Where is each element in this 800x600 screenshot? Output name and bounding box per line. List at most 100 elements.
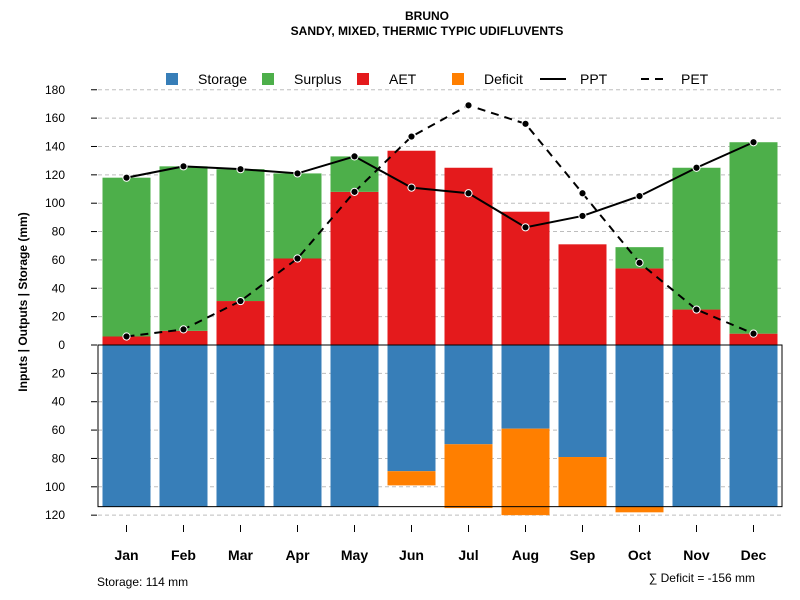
month-label: Apr [285, 547, 310, 563]
y-tick-label: 80 [52, 451, 66, 465]
month-label: Sep [570, 547, 596, 563]
ppt-point [578, 211, 587, 221]
ppt-point [236, 165, 245, 174]
deficit-note: ∑ Deficit = -156 mm [649, 571, 755, 585]
storage-bar [729, 345, 778, 507]
deficit-bar [387, 471, 436, 486]
surplus-bar [159, 166, 208, 331]
month-label: Mar [228, 547, 253, 563]
storage-bar [501, 345, 550, 429]
legend-swatch-aet [357, 73, 369, 85]
y-tick-label: 100 [45, 196, 65, 210]
aet-bar [729, 333, 778, 345]
aet-bar [330, 191, 379, 345]
storage-capacity-box [97, 344, 783, 508]
surplus-bar [102, 177, 151, 337]
y-axis-label: Inputs | Outputs | Storage (mm) [16, 212, 30, 391]
legend: Storage Surplus AET Deficit PPT PET [166, 71, 709, 87]
month-label: Oct [628, 547, 652, 563]
series-lines [122, 101, 758, 341]
y-tick-label: 80 [52, 225, 66, 239]
pet-line [126, 104, 754, 338]
month-label: Nov [683, 547, 710, 563]
gridlines [98, 89, 782, 516]
legend-label-ppt: PPT [580, 71, 608, 87]
chart-title: BRUNO [405, 9, 449, 23]
deficit-bar [501, 428, 550, 516]
storage-bar [615, 345, 664, 507]
aet-bar [159, 330, 208, 345]
storage-bar [273, 345, 322, 507]
surplus-bar [273, 173, 322, 259]
bars [97, 142, 783, 516]
y-tick-label: 20 [52, 310, 66, 324]
pet-point [407, 132, 416, 141]
storage-bar [672, 345, 721, 507]
deficit-bar [444, 444, 493, 509]
pet-point [293, 254, 302, 263]
ppt-point [122, 173, 131, 182]
ppt-point [407, 183, 416, 192]
y-tick-label: 60 [52, 423, 66, 437]
legend-label-pet: PET [681, 71, 709, 87]
aet-bar [558, 244, 607, 345]
ppt-point [293, 169, 302, 178]
storage-bar [444, 345, 493, 445]
y-tick-label: 120 [45, 508, 65, 522]
legend-label-deficit: Deficit [484, 71, 523, 87]
legend-label-aet: AET [389, 71, 417, 87]
y-tick-label: 40 [52, 395, 66, 409]
surplus-bar [615, 247, 664, 269]
pet-point [692, 305, 701, 314]
legend-label-surplus: Surplus [294, 71, 341, 87]
storage-bar [387, 345, 436, 472]
y-tick-label: 0 [58, 338, 65, 352]
month-label: Jan [114, 547, 138, 563]
ppt-point [350, 152, 359, 161]
surplus-bar [729, 142, 778, 334]
surplus-bar [330, 156, 379, 192]
aet-bar [273, 258, 322, 345]
pet-point [122, 332, 131, 341]
y-tick-label: 20 [52, 366, 66, 380]
y-tick-label: 60 [52, 253, 66, 267]
storage-bar [216, 345, 265, 507]
storage-bar [330, 345, 379, 507]
ppt-line [126, 141, 754, 229]
month-label: Dec [741, 547, 767, 563]
month-label: Aug [512, 547, 539, 563]
y-tick-label: 120 [45, 168, 65, 182]
legend-swatch-deficit [452, 73, 464, 85]
ppt-point [464, 189, 473, 198]
ppt-point [635, 192, 644, 201]
month-label: Jun [399, 547, 424, 563]
aet-bar [387, 150, 436, 345]
pet-point [464, 101, 473, 110]
legend-label-storage: Storage [198, 71, 247, 87]
aet-bar [216, 301, 265, 345]
chart-subtitle: SANDY, MIXED, THERMIC TYPIC UDIFLUVENTS [291, 24, 564, 38]
ppt-point [749, 138, 758, 147]
pet-point [179, 325, 188, 334]
aet-bar [615, 268, 664, 345]
month-label: May [341, 547, 368, 563]
month-label: Feb [171, 547, 196, 563]
axes: 180 160 140 120 100 80 60 40 20 0 20 40 60 80 100 120 Ja… [45, 83, 767, 563]
storage-bar [558, 345, 607, 458]
aet-bar [672, 309, 721, 345]
deficit-bar [615, 506, 664, 513]
deficit-bar [558, 457, 607, 507]
y-tick-label: 100 [45, 480, 65, 494]
storage-note: Storage: 114 mm [97, 575, 188, 589]
ppt-point [521, 223, 530, 232]
pet-point [635, 258, 644, 267]
surplus-bar [672, 167, 721, 310]
storage-bar [159, 345, 208, 507]
ppt-point [692, 163, 701, 172]
y-tick-label: 40 [52, 281, 66, 295]
pet-point [521, 119, 530, 128]
surplus-bar [216, 169, 265, 302]
aet-bar [102, 336, 151, 345]
pet-point [236, 296, 245, 306]
